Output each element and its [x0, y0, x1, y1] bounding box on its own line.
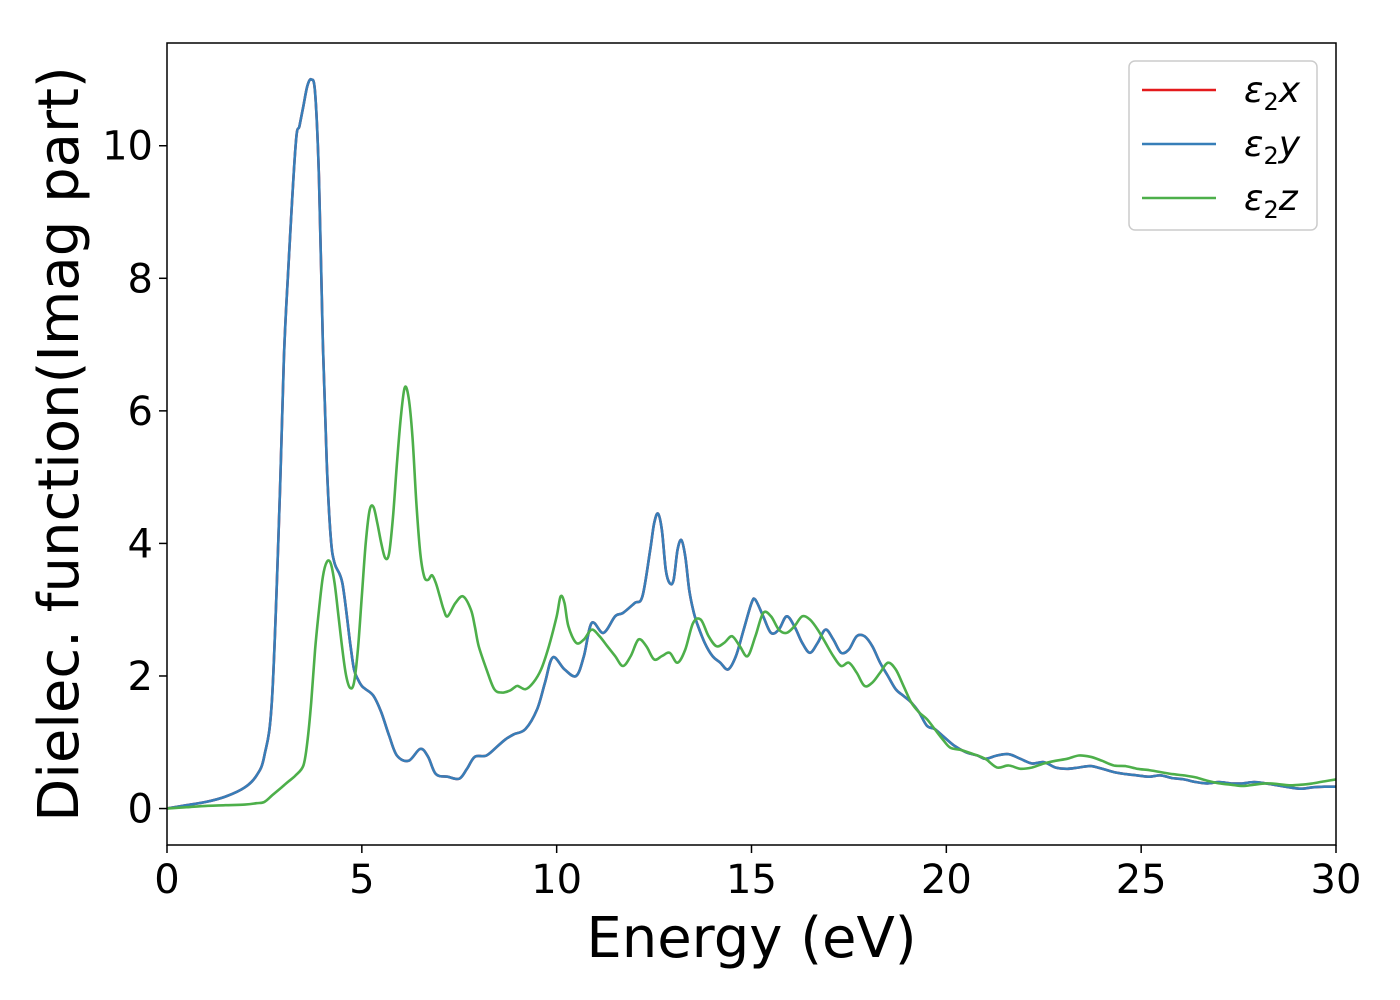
legend-symbol: ε — [1244, 124, 1263, 165]
legend-component: x — [1278, 70, 1301, 111]
x-tick-label: 15 — [726, 857, 777, 903]
legend-entry-y: ε2y — [1244, 124, 1301, 170]
y-tick-label: 10 — [102, 124, 153, 170]
x-axis: 0 5 10 15 20 25 30 — [154, 845, 1361, 903]
y-axis-label: Dielec. function(Imag part) — [27, 66, 92, 822]
y-tick-label: 2 — [128, 654, 153, 700]
x-tick-label: 30 — [1311, 857, 1362, 903]
legend-subscript: 2 — [1263, 88, 1278, 116]
y-tick-label: 4 — [128, 521, 153, 567]
legend-entry-z: ε2z — [1244, 178, 1299, 224]
series-layer — [167, 77, 1336, 810]
x-tick-label: 10 — [531, 857, 582, 903]
legend-symbol: ε — [1244, 178, 1263, 219]
y-axis: 0 2 4 6 8 10 — [102, 124, 167, 833]
legend-symbol: ε — [1244, 70, 1263, 111]
legend-component: z — [1278, 178, 1299, 219]
legend-subscript: 2 — [1263, 142, 1278, 170]
legend-box — [1128, 60, 1318, 231]
y-tick-label: 6 — [128, 389, 153, 435]
series-line-z — [167, 385, 1336, 810]
x-tick-label: 5 — [349, 857, 374, 903]
legend-entry-x: ε2x — [1244, 70, 1301, 116]
x-tick-label: 0 — [154, 857, 179, 903]
y-tick-label: 8 — [128, 256, 153, 302]
x-axis-label: Energy (eV) — [586, 906, 916, 971]
y-tick-label: 0 — [128, 787, 153, 833]
legend-component: y — [1278, 124, 1301, 165]
series-line-y — [167, 77, 1336, 810]
x-tick-label: 25 — [1116, 857, 1167, 903]
legend-subscript: 2 — [1263, 196, 1278, 224]
x-tick-label: 20 — [921, 857, 972, 903]
